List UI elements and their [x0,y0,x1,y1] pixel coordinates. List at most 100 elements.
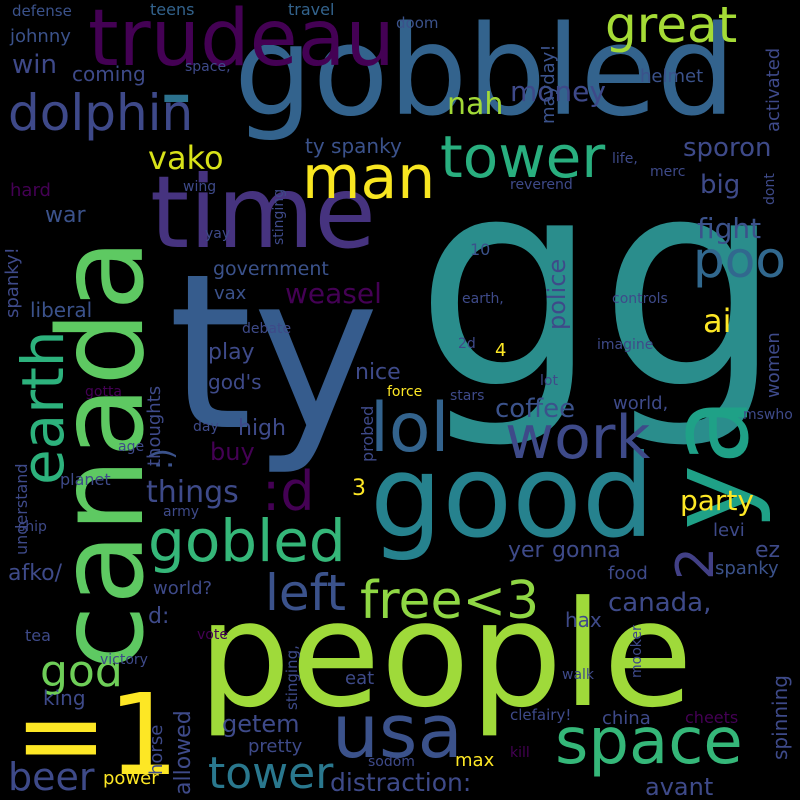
word-afko: afko/ [8,561,63,586]
word-mooker: mooker [629,625,645,678]
word-time: time [150,154,376,271]
word-party: party [680,484,754,517]
word-mswho: mswho [743,407,793,423]
word-sodom: sodom [368,754,415,770]
word-ten: 10 [470,240,491,259]
word-ship: ship [18,519,47,535]
word-gobled: gobled [148,507,346,575]
word-stinging: stinging [271,188,287,245]
word-food: food [608,563,648,584]
word-gods: god's [208,370,262,394]
word-usa: usa [332,689,463,775]
word-things: things [146,475,239,510]
word-thoughts: thoughts [144,385,165,466]
word-people: people [198,570,693,740]
word-coffee: coffee [495,394,576,424]
word-eat: eat [345,668,375,689]
word-allowed: allowed [171,710,196,795]
word-teens: teens [150,0,195,19]
word-d-colon: d: [148,604,170,629]
word-yay: yay [205,226,231,242]
word-spanky-excl: spanky! [2,247,23,318]
word-tower-2: tower [208,748,334,799]
word-world-q: world? [153,578,213,599]
word-understand: understand [12,463,31,555]
word-work: work [505,403,651,473]
word-pretty: pretty [248,736,303,757]
word-travel: travel [288,0,335,19]
word-money: money [510,75,606,108]
word-spinning: spinning [768,675,792,760]
word-planet: planet [60,470,111,489]
word-king: king [43,686,86,710]
word-getem: getem [222,710,300,738]
word-vako: vako [148,139,224,177]
word-gonna: gonna [552,538,621,563]
word-dolphin: dolphin [8,84,194,142]
word-big: big [700,170,741,200]
word-lol: lol [370,389,450,468]
word-government: government [213,258,329,280]
word-fight: fight [697,212,762,245]
word-day: day [193,419,219,435]
word-sporon: sporon [683,133,772,163]
word-china: china [602,708,651,729]
word-controls: controls [612,291,668,307]
word-women: women [763,332,784,398]
word-vax: vax [214,283,247,304]
word-life-comma: life, [612,151,638,167]
word-doom: doom [396,14,439,32]
word-reverend: reverend [510,177,573,193]
word-lot: lot [540,373,558,389]
word-wing: wing [183,179,217,195]
word-free-heart: free<3 [360,571,540,631]
word-earth-comma: earth, [462,291,504,307]
word-space: space [555,705,743,779]
word-great: great [605,0,738,54]
word-hax: hax [565,608,602,632]
word-merc: merc [650,164,686,180]
word-helmet: helmet [640,66,704,87]
word-activated: activated [763,47,784,132]
word-police: police [543,258,571,330]
word-buy: buy [210,438,255,466]
word-win: win [12,50,57,80]
word-ty: ty [168,227,380,478]
word-age: age [118,439,145,455]
word-tea: tea [25,626,51,645]
word-war: war [45,203,86,228]
word-weasel: weasel [285,277,382,310]
word-poo: poo [693,231,786,289]
word-tower-1: tower [440,123,606,191]
word-johnny: johnny [10,26,71,47]
word-gg: gg [415,116,784,453]
word-man: man [302,143,436,213]
word-victory: victory [100,652,148,668]
word-high: high [238,416,286,441]
word-force: force [387,384,423,400]
word-dash: - [160,40,193,145]
word-play: play [208,340,255,365]
word-army: army [163,504,200,520]
word-good: good [370,430,655,563]
word-colon-d: :d [262,460,315,523]
word-levi: levi [713,520,745,541]
word-equals-one: =1 [14,671,180,800]
word-imagine: imagine [597,337,654,353]
word-stinging-comma: stinging, [283,645,301,710]
word-god: god [40,646,123,697]
word-kill: kill [510,745,530,761]
word-liberal: liberal [30,298,93,322]
word-stars: stars [450,388,485,404]
word-defense: defense [12,2,72,20]
word-probed: probed [358,405,377,462]
word-clefairy: clefairy! [510,706,572,724]
word-gobbled: gobbled [234,0,736,144]
word-coming: coming [72,62,146,86]
word-earth: earth [9,330,77,485]
word-world-comma: world, [613,393,669,414]
word-distraction: distraction: [330,768,472,797]
word-nice: nice [355,360,401,385]
word-power: power [103,768,159,789]
